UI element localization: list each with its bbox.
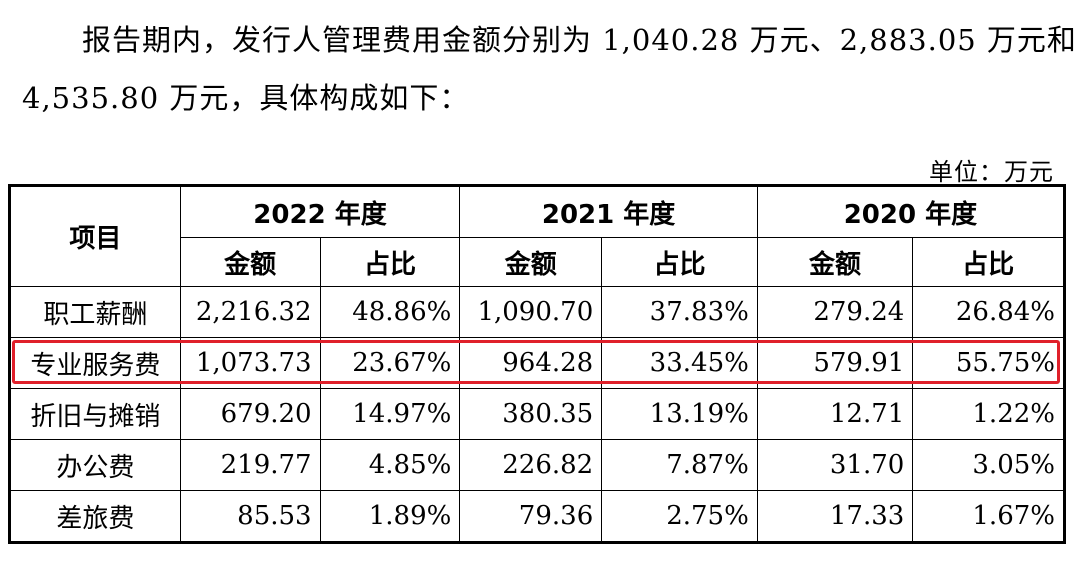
table-row: 折旧与摊销 679.20 14.97% 380.35 13.19% 12.71 … [8, 388, 1066, 440]
unit-label: 单位：万元 [929, 158, 1054, 186]
cell-value: 37.83% [601, 286, 758, 338]
sub-header-amount: 金额 [179, 237, 321, 287]
cell-value: 380.35 [459, 388, 603, 440]
row-item-label: 办公费 [8, 439, 181, 491]
paragraph-line-2: 4,535.80 万元，具体构成如下： [22, 81, 470, 115]
cell-value: 1,073.73 [179, 337, 321, 389]
sub-header-ratio: 占比 [319, 237, 461, 287]
cell-value: 12.71 [756, 388, 914, 440]
cell-value: 7.87% [601, 439, 758, 491]
cell-value: 31.70 [756, 439, 914, 491]
paragraph-line-1: 报告期内，发行人管理费用金额分别为 1,040.28 万元、2,883.05 万… [82, 23, 1077, 57]
cell-value: 85.53 [179, 490, 321, 544]
row-item-label: 专业服务费 [8, 337, 181, 389]
cell-value: 1.67% [912, 490, 1066, 544]
row-item-label: 折旧与摊销 [8, 388, 181, 440]
year-header-2021: 2021 年度 [459, 184, 758, 238]
cell-value: 2,216.32 [179, 286, 321, 338]
row-item-label: 差旅费 [8, 490, 181, 544]
cell-value: 4.85% [319, 439, 461, 491]
cell-value: 13.19% [601, 388, 758, 440]
cell-value: 2.75% [601, 490, 758, 544]
cell-value: 1.22% [912, 388, 1066, 440]
cell-value: 1.89% [319, 490, 461, 544]
sub-header-ratio: 占比 [601, 237, 758, 287]
table-row: 职工薪酬 2,216.32 48.86% 1,090.70 37.83% 279… [8, 286, 1066, 338]
cell-value: 279.24 [756, 286, 914, 338]
cell-value: 679.20 [179, 388, 321, 440]
cell-value: 23.67% [319, 337, 461, 389]
cell-value: 55.75% [912, 337, 1066, 389]
cell-value: 219.77 [179, 439, 321, 491]
cell-value: 579.91 [756, 337, 914, 389]
table-row-highlighted: 专业服务费 1,073.73 23.67% 964.28 33.45% 579.… [8, 337, 1066, 389]
year-header-2022: 2022 年度 [179, 184, 461, 238]
sub-header-amount: 金额 [756, 237, 914, 287]
cell-value: 33.45% [601, 337, 758, 389]
cell-value: 14.97% [319, 388, 461, 440]
cell-value: 1,090.70 [459, 286, 603, 338]
table-row: 差旅费 85.53 1.89% 79.36 2.75% 17.33 1.67% [8, 490, 1066, 544]
table-row: 办公费 219.77 4.85% 226.82 7.87% 31.70 3.05… [8, 439, 1066, 491]
cell-value: 964.28 [459, 337, 603, 389]
cell-value: 3.05% [912, 439, 1066, 491]
cell-value: 17.33 [756, 490, 914, 544]
cell-value: 26.84% [912, 286, 1066, 338]
sub-header-amount: 金额 [459, 237, 603, 287]
row-item-label: 职工薪酬 [8, 286, 181, 338]
year-header-2020: 2020 年度 [756, 184, 1067, 238]
cell-value: 226.82 [459, 439, 603, 491]
cell-value: 48.86% [319, 286, 461, 338]
sub-header-ratio: 占比 [912, 237, 1066, 287]
expense-table: 项目 2022 年度 2021 年度 2020 年度 金额 占比 金额 占比 金… [8, 184, 1067, 544]
item-header: 项目 [8, 184, 181, 287]
cell-value: 79.36 [459, 490, 603, 544]
